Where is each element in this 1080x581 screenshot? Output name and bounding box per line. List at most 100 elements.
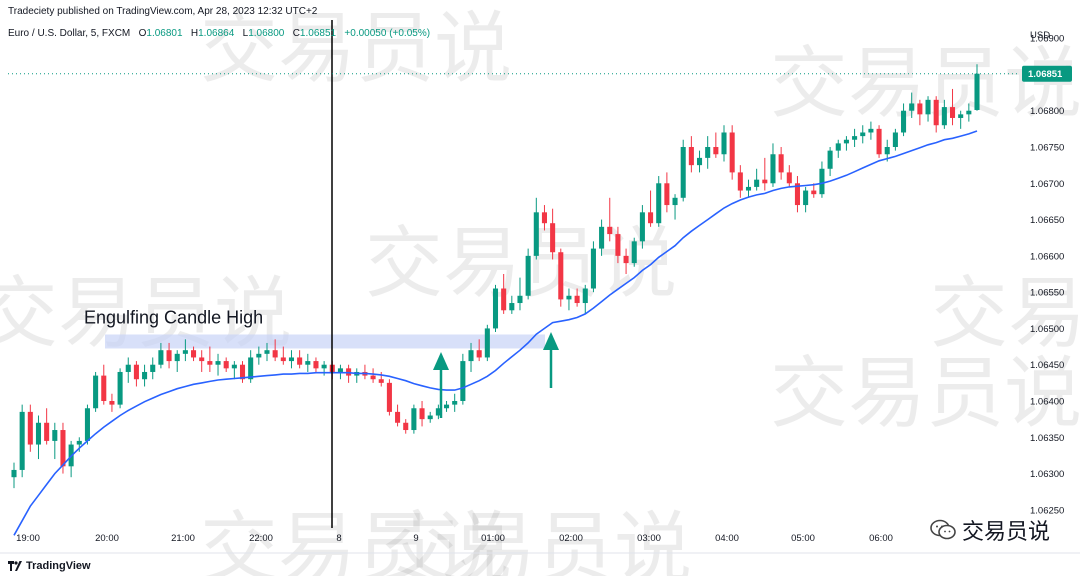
candle	[174, 350, 180, 372]
candle	[550, 208, 556, 260]
candle-body	[835, 143, 841, 151]
candle-body	[525, 255, 531, 296]
candle-body	[93, 375, 99, 409]
candle-body	[378, 379, 384, 383]
candle-body	[917, 103, 923, 115]
candle	[803, 186, 809, 213]
candle	[11, 462, 17, 489]
time-tick-label: 04:00	[715, 533, 739, 544]
candle	[762, 157, 768, 191]
candle-body	[958, 114, 964, 118]
candle	[288, 350, 295, 369]
candle	[199, 350, 205, 372]
tradingview-brand: TradingView	[26, 560, 91, 572]
price-tick-label: 1.06650	[1030, 215, 1064, 226]
candle	[305, 353, 311, 372]
candle-body	[76, 440, 82, 445]
low-value: 1.06800	[248, 28, 285, 39]
candle	[623, 248, 629, 274]
candle	[541, 205, 547, 231]
candle	[590, 241, 596, 293]
candle	[395, 404, 401, 427]
candle-body	[337, 368, 343, 372]
candle-body	[44, 422, 50, 441]
candle-body	[215, 361, 221, 365]
moving-average-layer	[13, 130, 978, 536]
candle-body	[607, 226, 613, 235]
candle-body	[688, 147, 694, 166]
candle-body	[272, 350, 278, 358]
candle	[517, 277, 523, 311]
candle	[933, 96, 939, 133]
candle	[901, 103, 907, 137]
candle	[582, 284, 588, 314]
candle-body	[778, 154, 784, 173]
candle-body	[52, 430, 58, 441]
candles-layer	[11, 64, 980, 489]
candle-body	[427, 415, 433, 420]
candle-body	[876, 128, 882, 155]
candle	[476, 339, 482, 362]
candle	[574, 288, 580, 307]
candle-body	[305, 361, 311, 365]
candle-body	[264, 350, 270, 354]
time-tick-label: 19:00	[16, 533, 40, 544]
candle	[444, 401, 450, 412]
candle-body	[133, 364, 139, 380]
price-tick-label: 1.06350	[1030, 433, 1064, 444]
candle	[191, 346, 197, 362]
annotation-label: Engulfing Candle High	[84, 307, 263, 327]
price-tick-label: 1.06600	[1030, 251, 1064, 262]
candle	[909, 92, 915, 118]
candle-body	[680, 147, 686, 198]
candle-body	[419, 408, 425, 420]
entry-arrow-1	[433, 352, 449, 418]
price-tick-label: 1.06550	[1030, 288, 1064, 299]
candle-body	[705, 147, 711, 158]
candle-body	[150, 364, 156, 372]
candle	[615, 226, 621, 264]
time-tick-label: 01:00	[481, 533, 505, 544]
candle-body	[811, 190, 817, 195]
time-tick-label: 02:00	[559, 533, 583, 544]
low-label: L	[242, 28, 249, 39]
candle	[558, 248, 564, 307]
candle-body	[925, 99, 931, 115]
candle-body	[754, 179, 760, 187]
published-line: Tradeciety published on TradingView.com,…	[8, 6, 318, 17]
symbol-name[interactable]: Euro / U.S. Dollar, 5, FXCM	[8, 28, 131, 39]
candle	[231, 361, 237, 380]
candle-body	[794, 183, 800, 206]
candle	[501, 274, 507, 314]
candle	[786, 165, 792, 187]
candle-body	[35, 422, 42, 445]
time-tick-label: 20:00	[95, 533, 119, 544]
candle	[386, 379, 392, 416]
candle	[843, 136, 849, 151]
candle-body	[142, 371, 148, 380]
candle-body	[411, 408, 417, 431]
candle-body	[852, 136, 858, 140]
candle-body	[974, 73, 980, 110]
price-tick-label: 1.06500	[1030, 324, 1064, 335]
background-watermark-text: 交易员说	[365, 219, 677, 309]
candle-body	[803, 190, 809, 206]
candle	[852, 128, 858, 147]
candle	[452, 393, 458, 412]
candle	[264, 342, 270, 362]
candle	[917, 99, 923, 126]
candle	[525, 248, 531, 300]
candle-body	[721, 132, 727, 155]
candle-body	[672, 197, 678, 206]
candle	[313, 357, 319, 372]
tradingview-footer[interactable]: TradingView	[8, 560, 91, 572]
engulfing-high-zone	[105, 334, 545, 349]
candle-body	[452, 401, 458, 405]
candle-body	[403, 422, 409, 431]
candle	[101, 364, 107, 405]
candle	[680, 139, 686, 202]
candle	[468, 342, 474, 372]
current-price-tag	[1022, 65, 1072, 82]
